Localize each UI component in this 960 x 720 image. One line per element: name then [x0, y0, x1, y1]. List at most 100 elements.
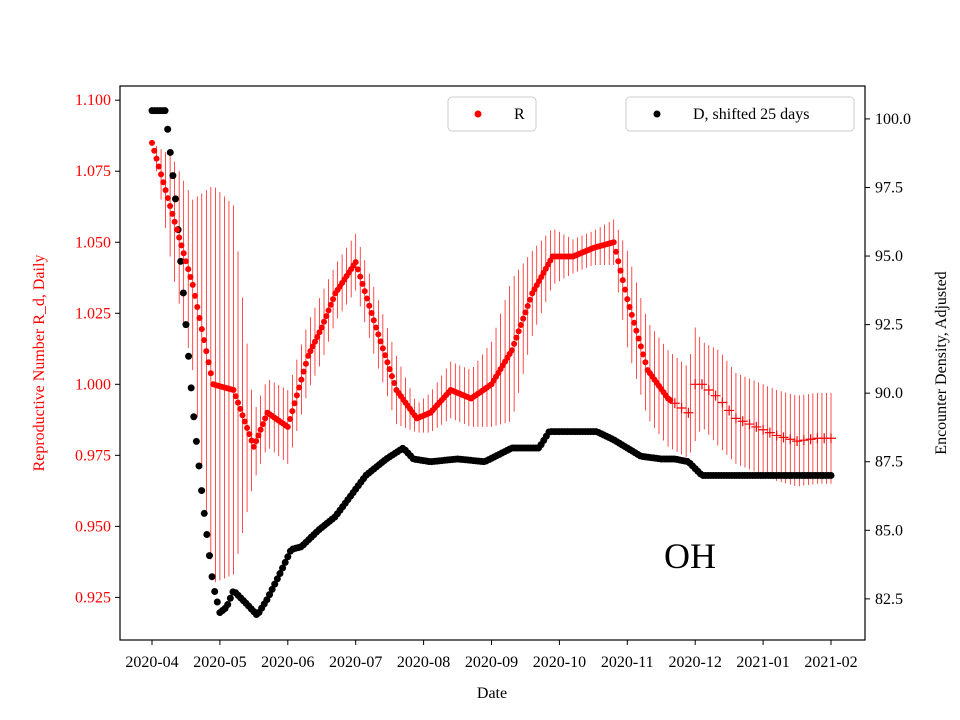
- r-point: [384, 359, 391, 366]
- y-right-tick-label: 100.0: [875, 111, 911, 128]
- r-point: [237, 405, 244, 412]
- r-point-plus: [676, 402, 687, 413]
- r-point-plus: [785, 434, 796, 445]
- d-point: [200, 509, 208, 517]
- d-point: [172, 195, 180, 203]
- r-point: [187, 273, 194, 280]
- d-point: [177, 257, 185, 265]
- r-point: [300, 368, 307, 375]
- r-point: [368, 309, 375, 316]
- r-point: [235, 399, 242, 406]
- r-point-plus: [764, 427, 775, 438]
- d-point: [284, 553, 292, 561]
- plot-frame: [119, 85, 866, 641]
- r-point: [201, 337, 208, 344]
- r-point: [257, 426, 264, 433]
- r-point: [289, 408, 296, 415]
- legend-d-frame: [625, 96, 855, 132]
- r-point: [287, 416, 294, 423]
- legend-d-marker: [653, 110, 661, 118]
- d-point: [185, 352, 193, 360]
- r-point: [203, 348, 210, 355]
- d-point: [166, 148, 174, 156]
- r-point: [162, 187, 169, 194]
- x-axis-title: Date: [477, 685, 507, 702]
- y-right-tick-label: 95.0: [875, 248, 903, 265]
- r-point-plus: [771, 430, 782, 441]
- r-point: [311, 338, 318, 345]
- r-point-plus: [826, 433, 836, 444]
- r-point: [640, 351, 647, 358]
- r-point: [250, 443, 257, 450]
- r-point: [173, 226, 180, 233]
- r-point: [207, 370, 214, 377]
- r-point: [667, 397, 674, 404]
- r-point: [230, 386, 237, 393]
- x-tick-label: 2021-02: [804, 654, 857, 671]
- d-point: [164, 125, 172, 133]
- r-point: [624, 296, 631, 303]
- legend-r-frame: [447, 96, 537, 132]
- r-point: [615, 258, 622, 265]
- y-right-tick-label: 97.5: [875, 179, 903, 196]
- r-point: [321, 318, 328, 325]
- r-point: [508, 347, 515, 354]
- r-point: [628, 311, 635, 318]
- r-point: [167, 202, 174, 209]
- d-point: [161, 107, 169, 115]
- y-left-tick-label: 0.975: [75, 447, 111, 464]
- r-point: [189, 281, 196, 288]
- d-point: [281, 558, 289, 566]
- d-point: [213, 598, 221, 606]
- r-point: [205, 359, 212, 366]
- r-point: [511, 340, 518, 347]
- r-point: [520, 315, 527, 322]
- x-tick-label: 2020-05: [193, 654, 246, 671]
- r-point: [631, 319, 638, 326]
- r-point: [610, 239, 617, 246]
- d-point: [179, 289, 187, 297]
- r-point: [160, 179, 167, 186]
- y-left-axis: 0.925 0.950 0.975 1.000 1.025 1.050 1.075 1.100: [75, 92, 120, 606]
- r-point: [357, 273, 364, 280]
- r-point: [298, 376, 305, 383]
- r-point: [325, 307, 332, 314]
- r-point: [626, 303, 633, 310]
- r-point: [619, 277, 626, 284]
- legend-d: D, shifted 25 days: [625, 96, 855, 132]
- x-tick-label: 2020-06: [261, 654, 314, 671]
- r-point: [330, 296, 337, 303]
- r-point-plus: [744, 419, 755, 430]
- r-point: [364, 295, 371, 302]
- r-point: [296, 384, 303, 391]
- y-left-tick-label: 1.100: [75, 92, 111, 109]
- y-right-axis: 82.5 85.0 87.5 90.0 92.5 95.0 97.5 100.0: [865, 111, 911, 608]
- r-point: [642, 359, 649, 366]
- y-left-tick-label: 0.950: [75, 518, 111, 535]
- r-point: [617, 267, 624, 274]
- d-point: [169, 172, 177, 180]
- d-point: [205, 552, 213, 560]
- r-point: [622, 286, 629, 293]
- r-point: [352, 259, 359, 266]
- d-point: [208, 573, 216, 581]
- x-axis: 2020-04 2020-05 2020-06 2020-07 2020-08 2020-…: [125, 640, 858, 671]
- r-point: [305, 352, 312, 359]
- r-point-plus: [717, 397, 728, 408]
- r-point: [180, 250, 187, 257]
- r-point: [524, 303, 531, 310]
- r-point: [149, 139, 155, 146]
- x-tick-label: 2020-09: [465, 654, 518, 671]
- r-point: [391, 380, 398, 387]
- x-tick-label: 2020-07: [329, 654, 382, 671]
- r-point: [526, 296, 533, 303]
- r-point-plus: [805, 434, 816, 445]
- d-point: [190, 413, 198, 421]
- r-point: [164, 195, 171, 202]
- r-point: [314, 333, 321, 340]
- y-right-axis-title: Encounter Density, Adjusted: [933, 271, 950, 454]
- r-point: [307, 348, 314, 355]
- r-point: [171, 218, 178, 225]
- r-point: [291, 400, 298, 407]
- r-point-plus: [758, 424, 769, 435]
